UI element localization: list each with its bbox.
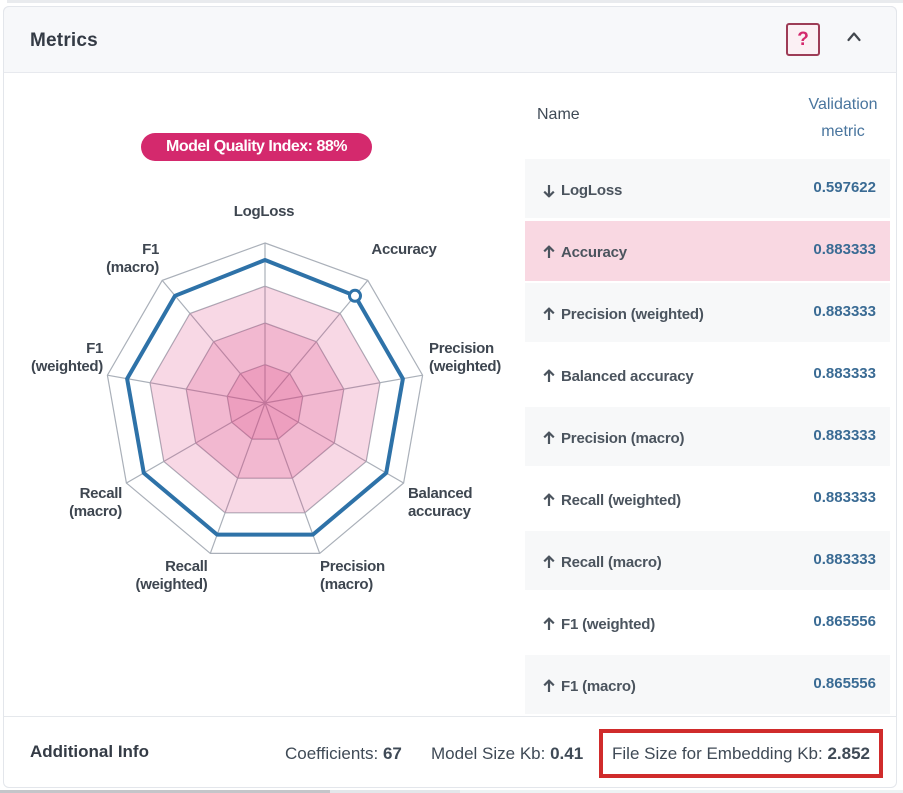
svg-text:Recall: Recall <box>80 485 123 502</box>
svg-text:(weighted): (weighted) <box>429 358 501 375</box>
svg-text:Precision: Precision <box>429 340 494 357</box>
svg-text:accuracy: accuracy <box>408 503 472 520</box>
svg-text:F1: F1 <box>142 241 159 258</box>
svg-text:Precision: Precision <box>320 558 385 575</box>
svg-text:(macro): (macro) <box>106 259 159 276</box>
svg-text:F1: F1 <box>86 340 103 357</box>
svg-text:Accuracy: Accuracy <box>371 241 437 258</box>
svg-text:LogLoss: LogLoss <box>234 203 294 220</box>
svg-text:(macro): (macro) <box>320 576 373 593</box>
svg-text:(weighted): (weighted) <box>136 576 208 593</box>
svg-text:(weighted): (weighted) <box>31 358 103 375</box>
svg-text:(macro): (macro) <box>69 503 122 520</box>
svg-text:Recall: Recall <box>165 558 208 575</box>
svg-text:Balanced: Balanced <box>408 485 472 502</box>
